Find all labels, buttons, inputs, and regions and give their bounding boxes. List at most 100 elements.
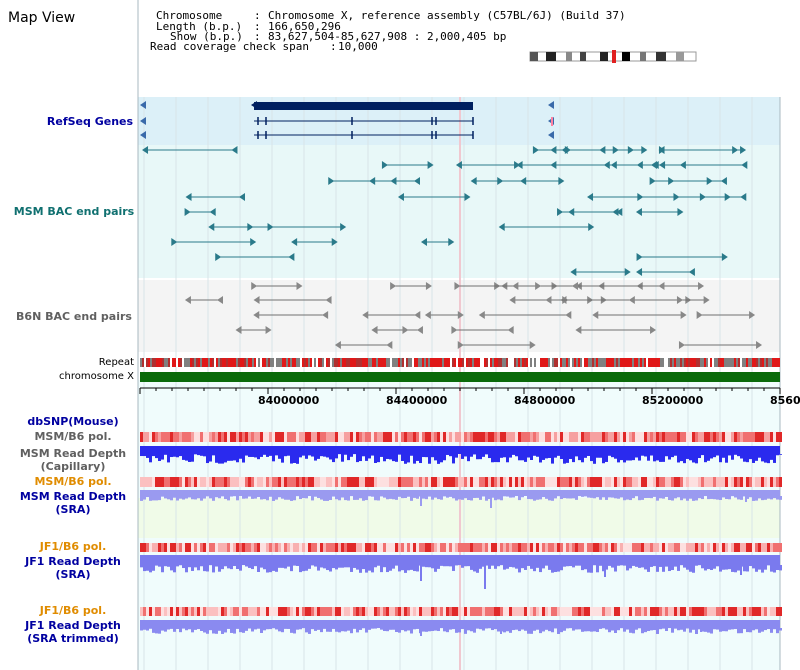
read-depth-bar (641, 628, 644, 634)
polymorphism-cell (668, 432, 671, 442)
track-label-msm-depth-cap[interactable]: MSM Read Depth (19, 447, 127, 460)
read-depth-bar (326, 628, 329, 632)
read-depth-bar (353, 565, 356, 568)
polymorphism-cell (440, 607, 443, 616)
polymorphism-cell (359, 607, 362, 616)
read-depth-bar (368, 628, 371, 630)
polymorphism-cell (236, 432, 239, 442)
read-depth-bar (599, 565, 602, 566)
polymorphism-cell (392, 432, 395, 442)
polymorphism-cell (569, 432, 572, 442)
read-depth-bar (758, 565, 761, 570)
read-depth-spike (500, 620, 502, 634)
read-depth-spike (700, 620, 702, 632)
read-depth-spike (420, 620, 422, 636)
read-depth-bar (182, 628, 185, 629)
feature-arrow (291, 238, 298, 246)
repeat-block (524, 358, 526, 367)
read-depth-bar (251, 496, 254, 499)
repeat-block (654, 358, 656, 367)
polymorphism-cell (584, 432, 587, 442)
read-depth-bar (560, 628, 563, 633)
repeat-block (776, 358, 778, 367)
read-depth-bar (644, 496, 647, 499)
read-depth-bar (215, 454, 218, 463)
polymorphism-cell (374, 432, 377, 442)
read-depth-bar (719, 565, 722, 572)
read-depth-bar (449, 496, 452, 497)
repeat-block (324, 358, 326, 367)
track-label-msm-bac[interactable]: MSM BAC end pairs (13, 205, 135, 218)
polymorphism-cell (578, 432, 581, 442)
read-depth-bar (323, 565, 326, 569)
polymorphism-cell (551, 432, 554, 442)
polymorphism-cell (155, 477, 158, 487)
feature-arrow (239, 193, 246, 201)
repeat-block (394, 358, 396, 367)
read-depth-bar (197, 496, 200, 499)
polymorphism-cell (749, 477, 752, 487)
read-depth-bar (356, 565, 359, 570)
read-depth-bar (260, 496, 263, 500)
feature-arrow (677, 208, 684, 216)
read-depth-bar (245, 496, 248, 499)
repeat-block (252, 358, 254, 367)
track-label-b6n-bac[interactable]: B6N BAC end pairs (16, 310, 132, 323)
read-depth-bar (572, 496, 575, 499)
read-depth-bar (479, 628, 482, 630)
feature-arrow (235, 326, 242, 334)
repeat-block (144, 358, 146, 367)
polymorphism-cell (167, 543, 170, 552)
repeat-block (244, 358, 246, 367)
read-depth-bar (764, 454, 767, 463)
polymorphism-cell (395, 607, 398, 616)
polymorphism-cell (386, 477, 389, 487)
track-label-msm-b6-pol[interactable]: MSM/B6 pol. (34, 430, 112, 443)
polymorphism-cell (434, 607, 437, 616)
polymorphism-cell (140, 543, 143, 552)
track-label-msm-b6-pol-2[interactable]: MSM/B6 pol. (34, 475, 112, 488)
repeat-block (670, 358, 672, 367)
polymorphism-cell (578, 607, 581, 616)
polymorphism-cell (362, 477, 365, 487)
repeat-block (468, 358, 470, 367)
read-depth-bar (629, 628, 632, 633)
repeat-block (192, 358, 194, 367)
polymorphism-cell (602, 432, 605, 442)
read-depth-bar (584, 628, 587, 632)
read-depth-bar (335, 496, 338, 500)
polymorphism-cell (698, 477, 701, 487)
track-label-dbsnp[interactable]: dbSNP(Mouse) (27, 415, 119, 428)
read-depth-bar (359, 454, 362, 462)
read-depth-bar (596, 454, 599, 458)
track-label-msm-depth-sra[interactable]: MSM Read Depth (19, 490, 127, 503)
track-label-jf1-b6-pol[interactable]: JF1/B6 pol. (39, 540, 107, 553)
polymorphism-cell (608, 607, 611, 616)
read-depth-bar (278, 565, 281, 568)
read-depth-bar (260, 565, 263, 568)
polymorphism-cell (581, 432, 584, 442)
feature-arrow (184, 296, 191, 304)
track-label-jf1-depth-sra[interactable]: JF1 Read Depth (25, 555, 121, 568)
read-depth-bar (335, 454, 338, 459)
read-depth-bar (344, 496, 347, 501)
read-depth-bar (290, 565, 293, 572)
feature-arrow (331, 238, 338, 246)
polymorphism-cell (779, 607, 782, 616)
track-label-jf1-depth-trim[interactable]: JF1 Read Depth (25, 619, 121, 632)
read-depth-bar (578, 454, 581, 461)
track-label-refseq-genes[interactable]: RefSeq Genes (46, 115, 134, 128)
polymorphism-cell (632, 607, 635, 616)
read-depth-bar (194, 496, 197, 500)
repeat-block (340, 358, 342, 367)
ideogram-band (676, 52, 684, 61)
read-depth-bar (557, 565, 560, 572)
read-depth-bar (410, 628, 413, 634)
polymorphism-cell (611, 432, 614, 442)
polymorphism-cell (320, 607, 323, 616)
polymorphism-cell (311, 543, 314, 552)
read-depth-bar (248, 454, 251, 457)
track-label-jf1-b6-pol-2[interactable]: JF1/B6 pol. (39, 604, 107, 617)
read-depth-bar (416, 628, 419, 629)
